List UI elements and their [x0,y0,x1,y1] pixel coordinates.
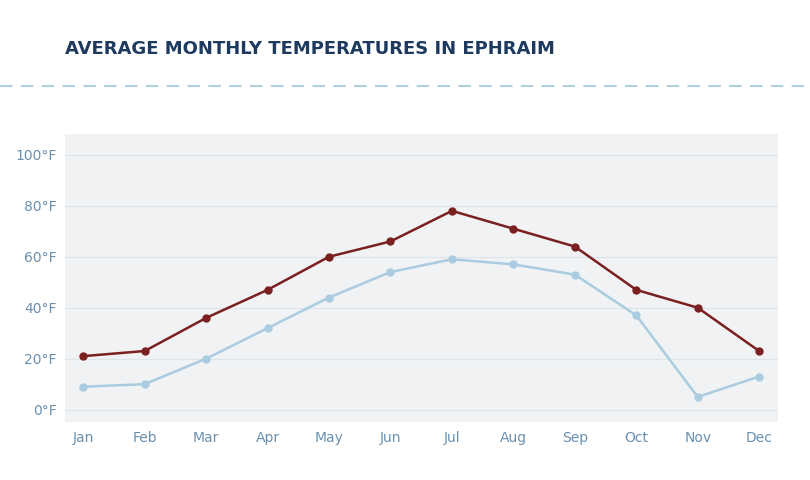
Text: AVERAGE MONTHLY TEMPERATURES IN EPHRAIM: AVERAGE MONTHLY TEMPERATURES IN EPHRAIM [65,40,555,58]
